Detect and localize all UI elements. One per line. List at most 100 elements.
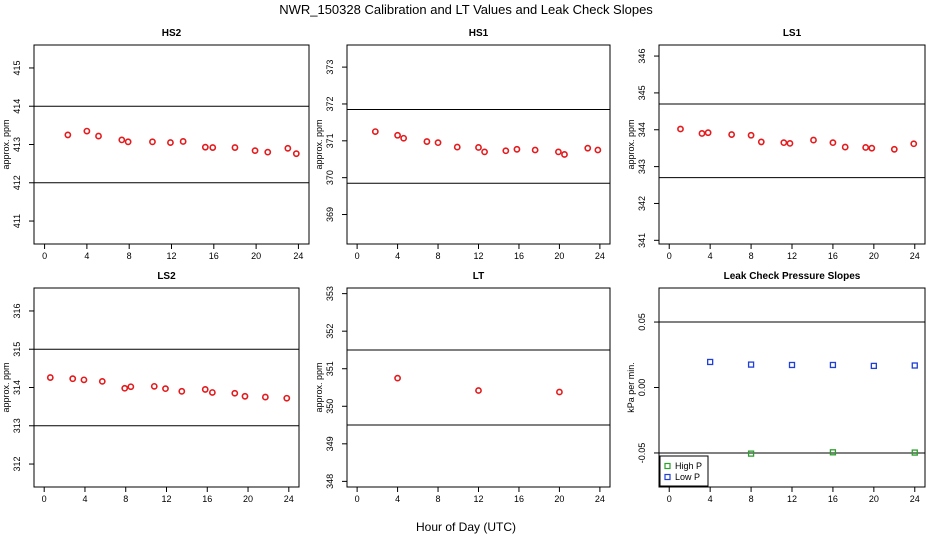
data-point xyxy=(780,139,788,147)
y-tick-label: 371 xyxy=(325,133,335,148)
y-tick-label: 412 xyxy=(12,175,22,190)
data-point xyxy=(201,143,209,151)
x-tick-label: 12 xyxy=(473,251,483,261)
x-tick-label: 4 xyxy=(708,494,713,504)
x-tick-label: 24 xyxy=(284,494,294,504)
data-point xyxy=(475,387,482,394)
y-axis-label: approx. ppm xyxy=(1,119,11,169)
x-tick-label: 24 xyxy=(910,251,920,261)
data-point xyxy=(747,361,755,368)
data-point xyxy=(261,393,269,401)
x-tick-label: 4 xyxy=(395,251,400,261)
data-point xyxy=(251,147,259,155)
y-tick-label: 315 xyxy=(12,342,22,357)
x-tick-label: 8 xyxy=(749,251,754,261)
panel-hs1: HS1 0 4 8 12 16 20 24 369 370 371 372 373 approx. ppm xyxy=(314,28,611,261)
x-tick-label: 16 xyxy=(828,251,838,261)
data-point xyxy=(911,449,918,456)
x-tick-label: 16 xyxy=(209,251,219,261)
x-tick-label: 4 xyxy=(395,494,400,504)
panel-ls2: LS2 0 4 8 12 16 20 24 312 313 314 315 316 approx. ppm xyxy=(1,271,300,504)
data-point xyxy=(829,139,837,147)
data-point xyxy=(698,130,706,137)
data-point xyxy=(98,377,106,385)
data-point xyxy=(209,144,217,151)
data-point xyxy=(241,392,249,400)
legend-label: Low P xyxy=(675,472,700,482)
data-point xyxy=(829,449,837,456)
x-tick-label: 12 xyxy=(166,251,176,261)
data-point xyxy=(118,136,126,144)
y-tick-label: 343 xyxy=(637,159,647,174)
x-tick-label: 24 xyxy=(293,251,303,261)
y-tick-label: 352 xyxy=(325,324,335,339)
panel-hs2: HS2 0 4 8 12 16 20 24 411 412 413 414 415 approx. ppm xyxy=(1,28,310,261)
data-point xyxy=(201,386,209,393)
y-tick-label: 316 xyxy=(12,303,22,318)
x-tick-label: 12 xyxy=(161,494,171,504)
data-point xyxy=(434,139,442,147)
y-tick-label: 413 xyxy=(12,137,22,152)
legend-marker xyxy=(664,473,671,481)
x-tick-label: 0 xyxy=(667,494,672,504)
data-point xyxy=(127,383,135,391)
x-tick-label: 16 xyxy=(202,494,212,504)
y-tick-label: 372 xyxy=(325,96,335,111)
panel-ls1: LS1 0 4 8 12 16 20 24 341 342 343 344 345 346 approx. … xyxy=(626,28,926,261)
x-tick-label: 24 xyxy=(595,494,605,504)
data-point xyxy=(786,139,794,147)
plot-frame xyxy=(33,287,300,488)
x-tick-label: 8 xyxy=(127,251,132,261)
y-tick-label: 349 xyxy=(325,436,335,451)
panel-title: HS1 xyxy=(469,28,489,39)
data-point xyxy=(728,131,736,138)
x-tick-label: 8 xyxy=(749,494,754,504)
x-tick-label: 0 xyxy=(667,251,672,261)
x-tick-label: 20 xyxy=(554,251,564,261)
panel-title: LS2 xyxy=(157,271,176,282)
y-tick-label: 346 xyxy=(637,49,647,64)
data-point xyxy=(162,385,169,393)
panel-title: Leak Check Pressure Slopes xyxy=(724,271,861,282)
data-point xyxy=(747,131,755,139)
data-point xyxy=(121,384,129,392)
data-point xyxy=(757,138,765,146)
panel-title: LT xyxy=(473,271,484,282)
legend-box xyxy=(659,455,709,487)
data-point xyxy=(555,148,562,156)
data-point xyxy=(124,138,132,146)
y-tick-label: 0.00 xyxy=(637,379,647,397)
data-point xyxy=(178,387,186,395)
y-tick-label: 344 xyxy=(637,122,647,137)
data-point xyxy=(208,389,216,396)
x-tick-label: 0 xyxy=(42,251,47,261)
data-point xyxy=(394,374,401,382)
x-tick-label: 12 xyxy=(473,494,483,504)
y-tick-label: 350 xyxy=(325,399,335,414)
data-point xyxy=(179,138,187,145)
data-point xyxy=(95,132,102,140)
data-point xyxy=(481,148,488,156)
data-point xyxy=(561,151,568,158)
data-point xyxy=(531,146,539,154)
y-tick-label: 411 xyxy=(12,214,22,228)
x-tick-label: 8 xyxy=(123,494,128,504)
x-tick-label: 24 xyxy=(910,494,920,504)
panel-title: LS1 xyxy=(783,28,802,39)
x-tick-label: 24 xyxy=(595,251,605,261)
data-point xyxy=(284,144,292,152)
legend-label: High P xyxy=(675,461,702,471)
data-point xyxy=(150,382,158,390)
data-point xyxy=(292,150,300,158)
y-tick-label: 342 xyxy=(637,196,647,211)
data-point xyxy=(911,362,918,369)
data-point xyxy=(231,389,239,397)
data-point xyxy=(594,146,602,154)
data-point xyxy=(810,136,817,144)
x-tick-label: 12 xyxy=(787,251,797,261)
data-point xyxy=(584,144,592,152)
y-axis-label: approx. ppm xyxy=(314,362,324,412)
y-tick-label: 415 xyxy=(12,60,22,75)
x-tick-label: 20 xyxy=(869,251,879,261)
